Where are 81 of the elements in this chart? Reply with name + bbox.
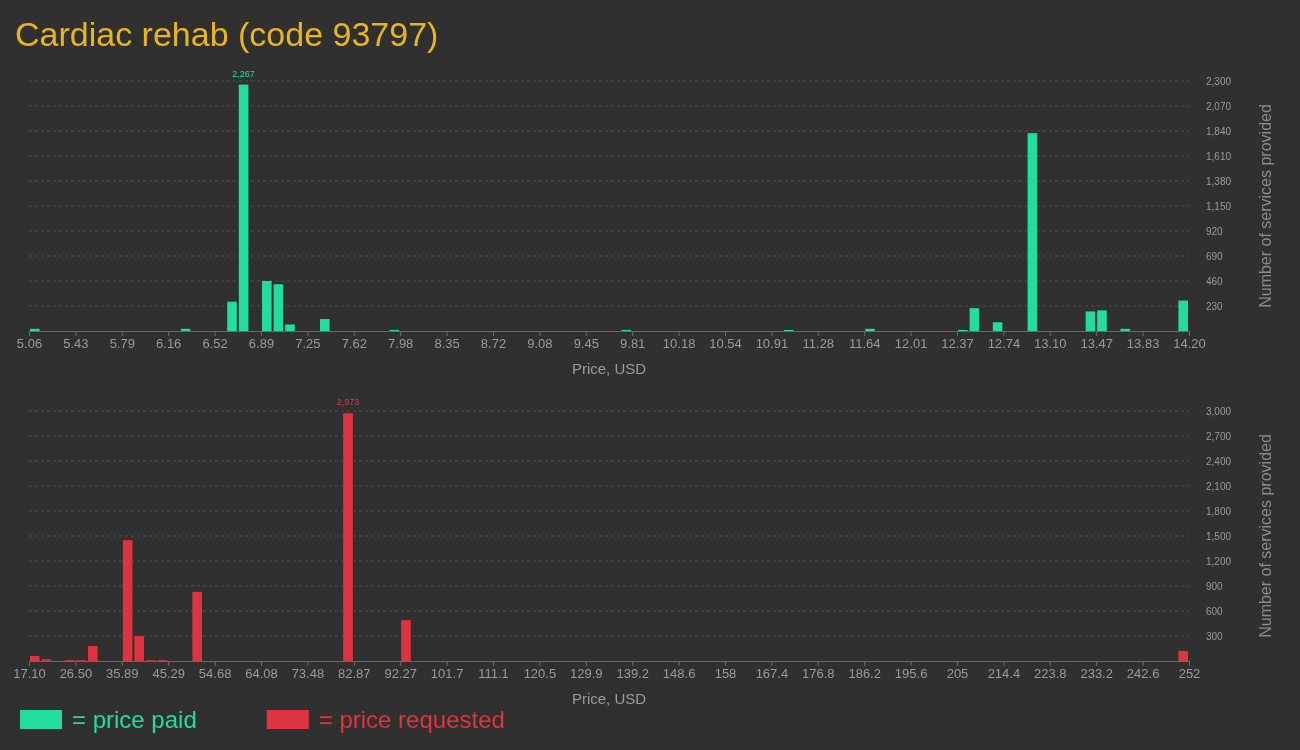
x-tick-label: 6.52 (202, 336, 228, 352)
x-tick-label: 176.8 (802, 666, 835, 682)
x-tick-label: 5.79 (109, 336, 135, 352)
x-tick-label: 5.43 (63, 336, 89, 352)
x-tick-label: 7.62 (341, 336, 367, 352)
x-tick-label: 5.06 (16, 336, 43, 352)
y-tick-label: 1,500 (1206, 530, 1232, 542)
x-tick-label: 13.47 (1080, 336, 1113, 352)
y-tick-label: 900 (1206, 580, 1224, 592)
x-tick-label: 10.18 (662, 336, 696, 352)
x-tick-label: 8.72 (480, 336, 507, 352)
x-tick-label: 9.08 (527, 336, 553, 352)
x-tick-label: 7.25 (295, 336, 321, 352)
x-tick-label: 148.6 (662, 666, 696, 682)
x-tick-label: 158 (714, 666, 737, 682)
x-tick-label: 10.91 (755, 336, 789, 352)
y-tick-label: 2,700 (1206, 430, 1232, 442)
y-tick-label: 690 (1206, 250, 1224, 262)
x-tick-label: 64.08 (245, 666, 278, 682)
y-tick-label: 460 (1206, 275, 1224, 287)
x-tick-label: 11.28 (802, 336, 835, 352)
x-tick-label: 139.2 (616, 666, 649, 682)
y-tick-label: 1,380 (1206, 175, 1232, 187)
data-label: 2,973 (336, 397, 360, 408)
x-tick-label: 26.50 (59, 666, 93, 682)
x-tick-label: 12.01 (894, 336, 928, 352)
x-tick-label: 205 (946, 666, 969, 682)
x-axis-title: Price, USD (571, 690, 647, 707)
x-tick-label: 45.29 (152, 666, 185, 682)
x-tick-label: 13.10 (1034, 336, 1067, 352)
y-tick-label: 1,840 (1206, 125, 1232, 137)
x-tick-label: 14.20 (1173, 336, 1206, 352)
x-tick-label: 8.35 (434, 336, 460, 352)
x-tick-label: 252 (1178, 666, 1201, 682)
x-tick-label: 223.8 (1034, 666, 1067, 682)
x-tick-label: 195.6 (894, 666, 928, 682)
chart-title: Cardiac rehab (code 93797) (15, 15, 439, 53)
x-tick-label: 82.87 (338, 666, 371, 682)
y-tick-label: 2,100 (1206, 480, 1232, 492)
x-tick-label: 12.37 (941, 336, 974, 352)
x-tick-label: 17.10 (13, 666, 46, 682)
x-tick-label: 13.83 (1126, 336, 1160, 352)
x-tick-label: 101.7 (430, 666, 464, 682)
x-tick-label: 167.4 (755, 666, 789, 682)
y-tick-label: 600 (1206, 605, 1224, 617)
y-tick-label: 230 (1206, 300, 1224, 312)
y-tick-label: 1,610 (1206, 150, 1232, 162)
y-tick-label: 2,300 (1206, 75, 1232, 87)
y-tick-label: 1,800 (1206, 505, 1232, 517)
x-tick-label: 7.98 (388, 336, 414, 352)
y-axis-title: Number of services provided (1257, 434, 1274, 638)
x-tick-label: 92.27 (384, 666, 417, 682)
y-tick-label: 1,150 (1206, 200, 1232, 212)
y-axis-title: Number of services provided (1257, 104, 1274, 308)
x-tick-label: 6.89 (248, 336, 275, 352)
x-tick-label: 186.2 (848, 666, 881, 682)
x-tick-label: 9.45 (573, 336, 599, 352)
x-tick-label: 11.64 (848, 336, 881, 352)
x-tick-label: 129.9 (570, 666, 603, 682)
x-tick-label: 242.6 (1126, 666, 1160, 682)
x-tick-label: 214.4 (987, 666, 1021, 682)
data-label: 2,267 (232, 68, 255, 79)
x-tick-label: 120.5 (523, 666, 557, 682)
y-tick-label: 3,000 (1206, 405, 1232, 417)
legend-label: = price requested (318, 706, 505, 733)
x-tick-label: 111.1 (478, 666, 509, 682)
x-tick-label: 54.68 (198, 666, 232, 682)
y-tick-label: 2,070 (1206, 100, 1232, 112)
x-tick-label: 233.2 (1080, 666, 1113, 682)
x-tick-label: 6.16 (156, 336, 182, 352)
x-tick-label: 9.81 (620, 336, 646, 352)
x-axis-title: Price, USD (571, 360, 647, 377)
x-tick-label: 10.54 (709, 336, 742, 352)
y-tick-label: 300 (1206, 630, 1224, 642)
x-tick-label: 35.89 (106, 666, 139, 682)
y-tick-label: 2,400 (1206, 455, 1232, 467)
x-tick-label: 73.48 (291, 666, 325, 682)
x-tick-label: 12.74 (987, 336, 1021, 352)
y-tick-label: 1,200 (1206, 555, 1232, 567)
legend-label: = price paid (72, 706, 197, 733)
y-tick-label: 920 (1206, 225, 1224, 237)
